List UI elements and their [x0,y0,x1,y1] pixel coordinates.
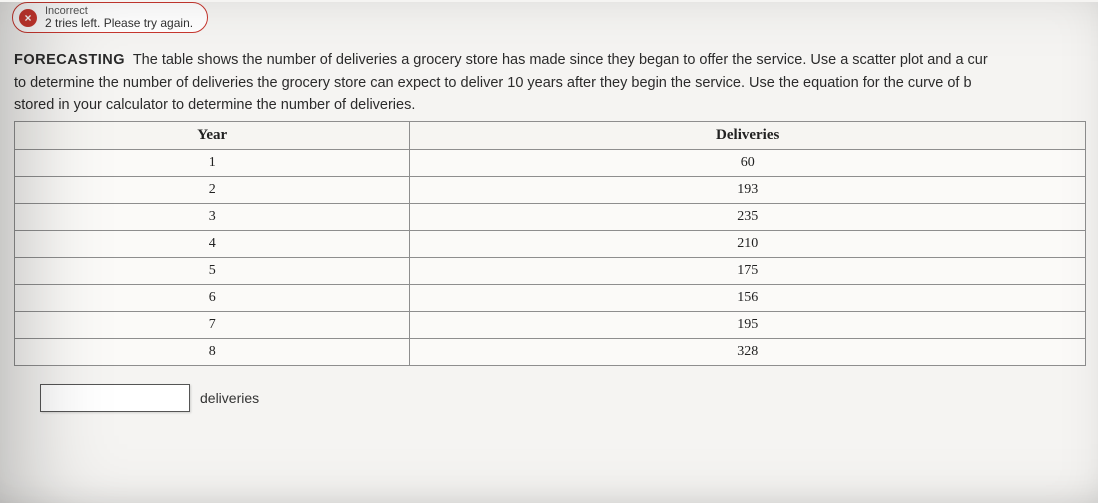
cell-year: 6 [15,284,410,311]
cell-deliveries: 235 [410,203,1086,230]
table-row: 3 235 [15,203,1086,230]
data-table: Year Deliveries 1 60 2 193 3 235 4 210 5… [14,121,1086,366]
table-header-deliveries: Deliveries [410,121,1086,149]
status-badge: × Incorrect 2 tries left. Please try aga… [12,2,208,33]
cell-deliveries: 60 [410,149,1086,176]
answer-input[interactable] [40,384,190,412]
status-bottom-text: 2 tries left. Please try again. [45,17,193,30]
table-row: 8 328 [15,338,1086,365]
cell-year: 3 [15,203,410,230]
cell-deliveries: 195 [410,311,1086,338]
problem-line-1: The table shows the number of deliveries… [133,52,988,68]
cell-deliveries: 175 [410,257,1086,284]
cell-year: 1 [15,149,410,176]
cell-year: 8 [15,338,410,365]
status-badge-row: × Incorrect 2 tries left. Please try aga… [12,2,1098,33]
table-row: 6 156 [15,284,1086,311]
table-header-row: Year Deliveries [15,121,1086,149]
cell-year: 4 [15,230,410,257]
problem-line-3: stored in your calculator to determine t… [14,97,415,113]
table-row: 7 195 [15,311,1086,338]
cell-deliveries: 328 [410,338,1086,365]
cell-deliveries: 156 [410,284,1086,311]
cell-year: 2 [15,176,410,203]
cell-deliveries: 210 [410,230,1086,257]
cell-year: 7 [15,311,410,338]
table-row: 4 210 [15,230,1086,257]
problem-text: FORECASTING The table shows the number o… [14,49,1088,116]
cell-year: 5 [15,257,410,284]
cell-deliveries: 193 [410,176,1086,203]
table-header-year: Year [15,121,410,149]
problem-heading: FORECASTING [14,52,125,68]
close-icon: × [19,9,37,27]
table-row: 1 60 [15,149,1086,176]
answer-row: deliveries [40,384,1098,412]
problem-line-2: to determine the number of deliveries th… [14,75,972,91]
status-text: Incorrect 2 tries left. Please try again… [45,5,193,30]
table-row: 5 175 [15,257,1086,284]
table-row: 2 193 [15,176,1086,203]
answer-unit-label: deliveries [200,390,259,406]
